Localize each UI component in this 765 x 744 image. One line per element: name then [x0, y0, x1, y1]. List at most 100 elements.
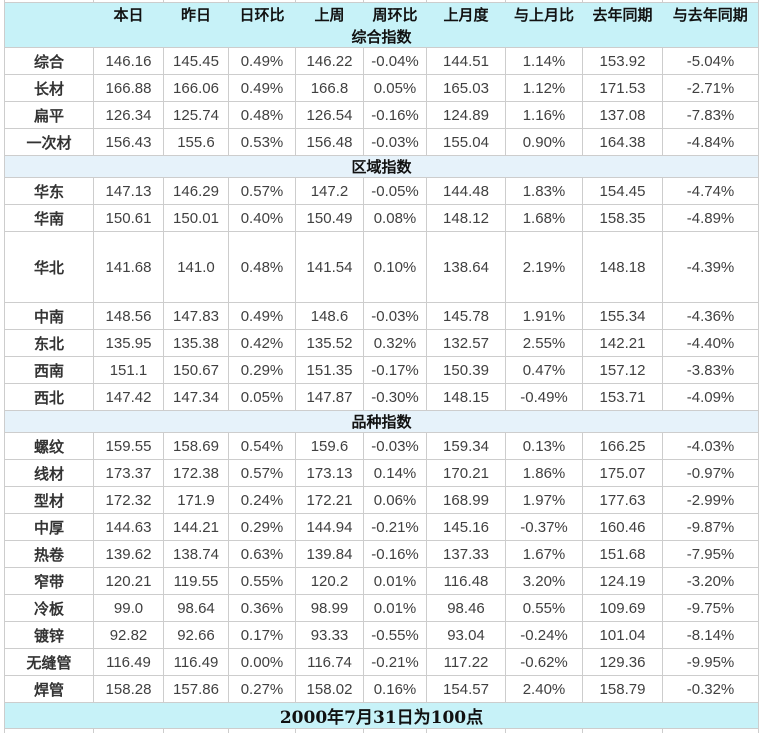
- percent-cell: 0.01%: [363, 594, 427, 622]
- value-cell: 159.6: [295, 432, 364, 460]
- row-label: 螺纹: [4, 432, 94, 460]
- value-cell: 138.74: [163, 540, 229, 568]
- value-cell: 144.21: [163, 513, 229, 541]
- percent-cell: 0.08%: [363, 204, 427, 232]
- percent-cell: 2.55%: [505, 329, 583, 357]
- value-cell: 117.22: [426, 648, 506, 676]
- value-cell: 137.33: [426, 540, 506, 568]
- row-label: 型材: [4, 486, 94, 514]
- percent-cell: 0.55%: [228, 567, 296, 595]
- value-cell: 135.95: [93, 329, 164, 357]
- percent-cell: 0.36%: [228, 594, 296, 622]
- percent-cell: 1.91%: [505, 302, 583, 330]
- value-cell: 157.12: [582, 356, 663, 384]
- value-cell: 165.03: [426, 74, 506, 102]
- percent-cell: 0.32%: [363, 329, 427, 357]
- value-cell: 116.49: [93, 648, 164, 676]
- value-cell: 150.61: [93, 204, 164, 232]
- value-cell: 168.99: [426, 486, 506, 514]
- table-row: 中南 148.56 147.83 0.49% 148.6 -0.03% 145.78 1.91…: [4, 302, 759, 330]
- table-row: 一次材 156.43 155.6 0.53% 156.48 -0.03% 155.04 0.9…: [4, 128, 759, 156]
- value-cell: 159.55: [93, 432, 164, 460]
- percent-cell: 0.54%: [228, 432, 296, 460]
- value-cell: 150.49: [295, 204, 364, 232]
- table-row: 镀锌 92.82 92.66 0.17% 93.33 -0.55% 93.04 -0.24% 1…: [4, 621, 759, 649]
- percent-cell: 0.55%: [505, 594, 583, 622]
- percent-cell: 1.68%: [505, 204, 583, 232]
- percent-cell: -0.05%: [363, 177, 427, 205]
- value-cell: 141.0: [163, 231, 229, 303]
- section-title: 综合指数: [4, 26, 759, 48]
- percent-cell: -0.03%: [363, 432, 427, 460]
- value-cell: 148.6: [295, 302, 364, 330]
- percent-cell: -0.24%: [505, 621, 583, 649]
- row-label: 焊管: [4, 675, 94, 703]
- value-cell: 147.2: [295, 177, 364, 205]
- value-cell: 135.38: [163, 329, 229, 357]
- row-label: 中厚: [4, 513, 94, 541]
- price-index-table: 本日 昨日 日环比 上周 周环比 上月度 与上月比 去年同期 与去年同期 综合指数 综合 146.1…: [4, 0, 759, 733]
- percent-cell: -4.09%: [662, 383, 759, 411]
- value-cell: 158.79: [582, 675, 663, 703]
- value-cell: 137.08: [582, 101, 663, 129]
- value-cell: 135.52: [295, 329, 364, 357]
- percent-cell: 0.49%: [228, 47, 296, 75]
- percent-cell: 0.63%: [228, 540, 296, 568]
- value-cell: 172.21: [295, 486, 364, 514]
- edge-cell: [662, 0, 759, 3]
- table-row: 华东 147.13 146.29 0.57% 147.2 -0.05% 144.48 1.83…: [4, 177, 759, 205]
- percent-cell: -4.36%: [662, 302, 759, 330]
- value-cell: 159.34: [426, 432, 506, 460]
- edge-cell: [426, 728, 506, 733]
- base-date-footnote: 2000年7月31日为100点: [4, 702, 759, 729]
- column-header: 日环比: [228, 2, 296, 26]
- percent-cell: -5.04%: [662, 47, 759, 75]
- value-cell: 141.68: [93, 231, 164, 303]
- percent-cell: 0.24%: [228, 486, 296, 514]
- value-cell: 166.88: [93, 74, 164, 102]
- edge-cell: [363, 728, 427, 733]
- percent-cell: -0.21%: [363, 513, 427, 541]
- value-cell: 126.54: [295, 101, 364, 129]
- value-cell: 146.16: [93, 47, 164, 75]
- value-cell: 158.35: [582, 204, 663, 232]
- percent-cell: 0.57%: [228, 177, 296, 205]
- value-cell: 150.01: [163, 204, 229, 232]
- table-row: 综合 146.16 145.45 0.49% 146.22 -0.04% 144.51 1.1…: [4, 47, 759, 75]
- percent-cell: -9.75%: [662, 594, 759, 622]
- percent-cell: 0.05%: [363, 74, 427, 102]
- value-cell: 132.57: [426, 329, 506, 357]
- percent-cell: -0.37%: [505, 513, 583, 541]
- table-row: 型材 172.32 171.9 0.24% 172.21 0.06% 168.99 1.97%…: [4, 486, 759, 514]
- value-cell: 109.69: [582, 594, 663, 622]
- value-cell: 98.99: [295, 594, 364, 622]
- value-cell: 153.92: [582, 47, 663, 75]
- value-cell: 151.1: [93, 356, 164, 384]
- value-cell: 145.16: [426, 513, 506, 541]
- row-label: 热卷: [4, 540, 94, 568]
- percent-cell: -0.16%: [363, 101, 427, 129]
- value-cell: 99.0: [93, 594, 164, 622]
- percent-cell: 0.49%: [228, 74, 296, 102]
- value-cell: 145.45: [163, 47, 229, 75]
- percent-cell: 0.42%: [228, 329, 296, 357]
- value-cell: 124.19: [582, 567, 663, 595]
- percent-cell: 0.57%: [228, 459, 296, 487]
- section-title: 区域指数: [4, 155, 759, 178]
- row-label: 西北: [4, 383, 94, 411]
- value-cell: 146.22: [295, 47, 364, 75]
- value-cell: 92.66: [163, 621, 229, 649]
- percent-cell: -2.71%: [662, 74, 759, 102]
- value-cell: 171.53: [582, 74, 663, 102]
- percent-cell: 0.01%: [363, 567, 427, 595]
- value-cell: 116.74: [295, 648, 364, 676]
- row-label: 窄带: [4, 567, 94, 595]
- value-cell: 147.83: [163, 302, 229, 330]
- percent-cell: -0.21%: [363, 648, 427, 676]
- table-row: 窄带 120.21 119.55 0.55% 120.2 0.01% 116.48 3.20%…: [4, 567, 759, 595]
- percent-cell: 0.06%: [363, 486, 427, 514]
- percent-cell: -7.83%: [662, 101, 759, 129]
- table-row: 西南 151.1 150.67 0.29% 151.35 -0.17% 150.39 0.47…: [4, 356, 759, 384]
- row-label: 长材: [4, 74, 94, 102]
